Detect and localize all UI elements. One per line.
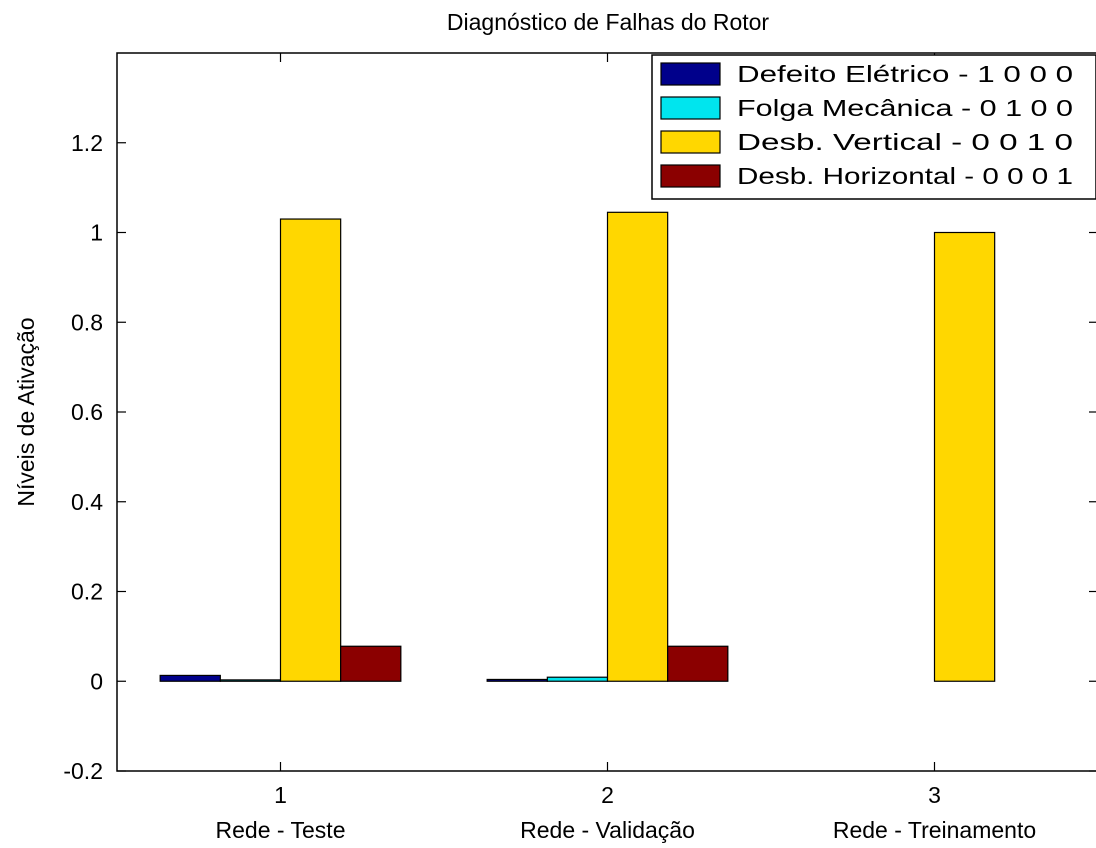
bar <box>279 218 342 682</box>
bar <box>159 674 221 682</box>
legend-box <box>651 54 1096 200</box>
y-axis-tick-labels: -0.2 0 0.2 0.4 0.6 0.8 1 1.2 <box>63 130 103 784</box>
legend-swatch <box>660 62 721 86</box>
legend: Defeito Elétrico - 1 0 0 0 Folga Mecânica… <box>651 54 1096 200</box>
legend-label: Defeito Elétrico - 1 0 0 0 <box>737 61 1073 87</box>
bar <box>667 645 729 682</box>
y-tick-label: -0.2 <box>63 758 103 784</box>
y-tick-label: 1 <box>90 220 103 246</box>
bar <box>606 211 669 682</box>
y-tick-label: 1.2 <box>71 130 103 156</box>
x-tick-label: 1 <box>274 782 287 808</box>
bar <box>546 676 609 682</box>
y-axis-label: Níveis de Ativação <box>13 317 39 506</box>
x-tick-label: 3 <box>928 782 941 808</box>
y-tick-label: 0.8 <box>71 309 103 335</box>
y-tick-label: 0 <box>90 668 103 694</box>
legend-swatch <box>660 130 721 154</box>
bar <box>933 231 996 682</box>
chart-title: Diagnóstico de Falhas do Rotor <box>447 9 770 35</box>
axis-ticks <box>117 53 1096 772</box>
x-category-label: Rede - Validação <box>520 817 695 843</box>
legend-label: Folga Mecânica - 0 1 0 0 <box>737 95 1073 121</box>
bars-group <box>159 211 996 682</box>
y-tick-label: 0.6 <box>71 399 103 425</box>
legend-label: Desb. Vertical - 0 0 1 0 <box>737 129 1073 155</box>
y-tick-label: 0.2 <box>71 579 103 605</box>
y-tick-label: 0.4 <box>71 489 103 515</box>
legend-swatch <box>660 164 721 188</box>
x-tick-label: 2 <box>601 782 614 808</box>
legend-swatch <box>660 96 721 120</box>
bar <box>486 678 548 682</box>
x-category-label: Rede - Teste <box>216 817 346 843</box>
bar <box>219 679 282 682</box>
x-category-label: Rede - Treinamento <box>833 817 1036 843</box>
x-axis-tick-labels: 1 Rede - Teste 2 Rede - Validação 3 Rede - Tr… <box>216 782 1037 843</box>
bar <box>340 645 402 682</box>
legend-label: Desb. Horizontal - 0 0 0 1 <box>737 163 1073 189</box>
